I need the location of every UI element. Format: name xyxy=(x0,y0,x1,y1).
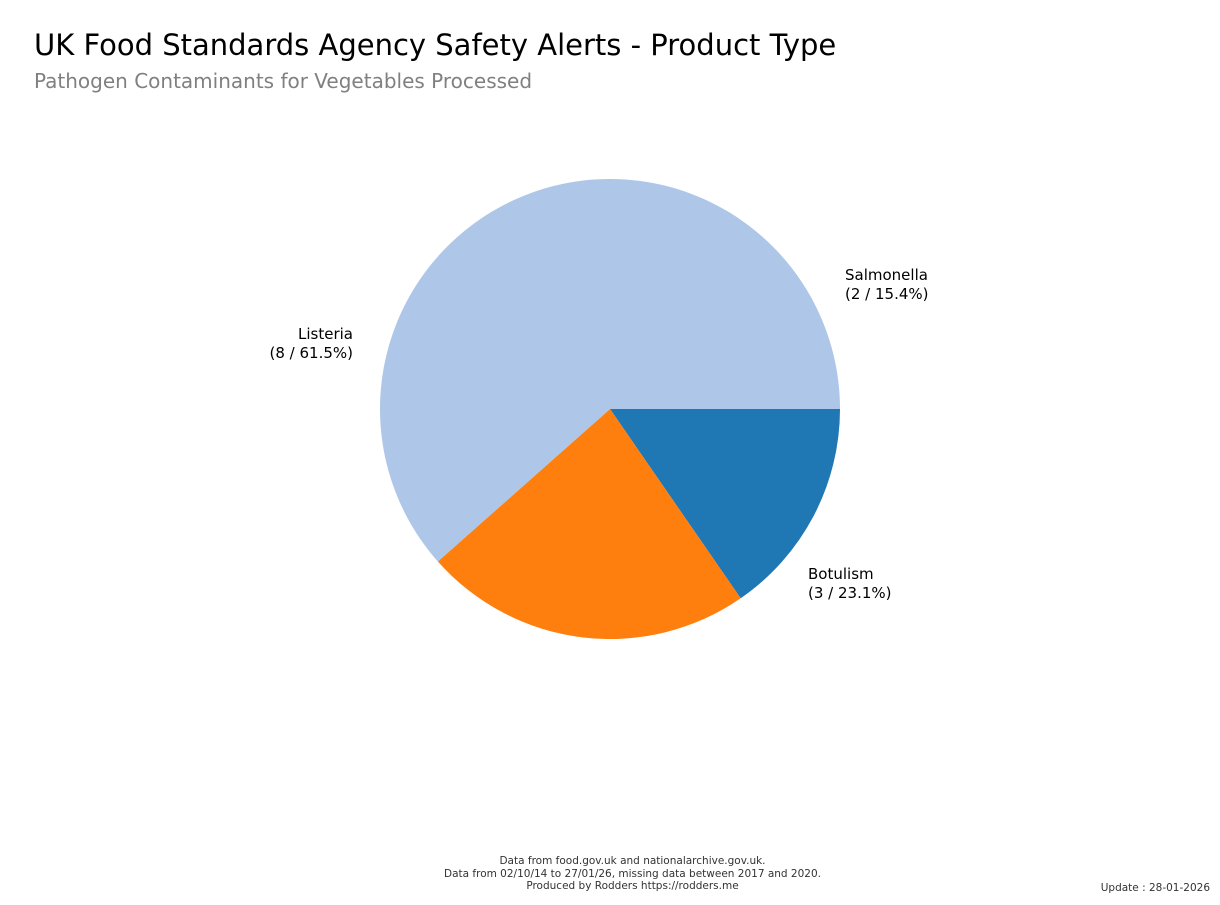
slice-detail-salmonella: (2 / 15.4%) xyxy=(845,285,929,303)
footer-credit: Produced by Rodders https://rodders.me xyxy=(526,880,739,892)
pie-slice-salmonella xyxy=(610,409,840,599)
pie-slice-listeria xyxy=(379,178,840,562)
slice-label-salmonella: Salmonella (2 / 15.4%) xyxy=(845,266,929,304)
slice-label-listeria: Listeria (8 / 61.5%) xyxy=(270,325,354,363)
update-date: Update : 28-01-2026 xyxy=(1100,882,1210,894)
slice-name-botulism: Botulism xyxy=(808,565,874,583)
footer-date-range: Data from 02/10/14 to 27/01/26, missing … xyxy=(444,867,821,880)
pie-slice-botulism xyxy=(437,409,741,640)
slice-label-botulism: Botulism (3 / 23.1%) xyxy=(808,565,892,603)
chart-title: UK Food Standards Agency Safety Alerts -… xyxy=(34,28,837,62)
slice-name-salmonella: Salmonella xyxy=(845,266,928,284)
chart-subtitle: Pathogen Contaminants for Vegetables Pro… xyxy=(34,69,533,93)
footer-source: Data from food.gov.uk and nationalarchiv… xyxy=(499,855,766,867)
slice-detail-listeria: (8 / 61.5%) xyxy=(269,344,354,362)
footer-notes: Data from food.gov.uk and nationalarchiv… xyxy=(0,855,1220,893)
slice-detail-botulism: (3 / 23.1%) xyxy=(808,584,892,602)
slice-name-listeria: Listeria xyxy=(298,325,353,343)
